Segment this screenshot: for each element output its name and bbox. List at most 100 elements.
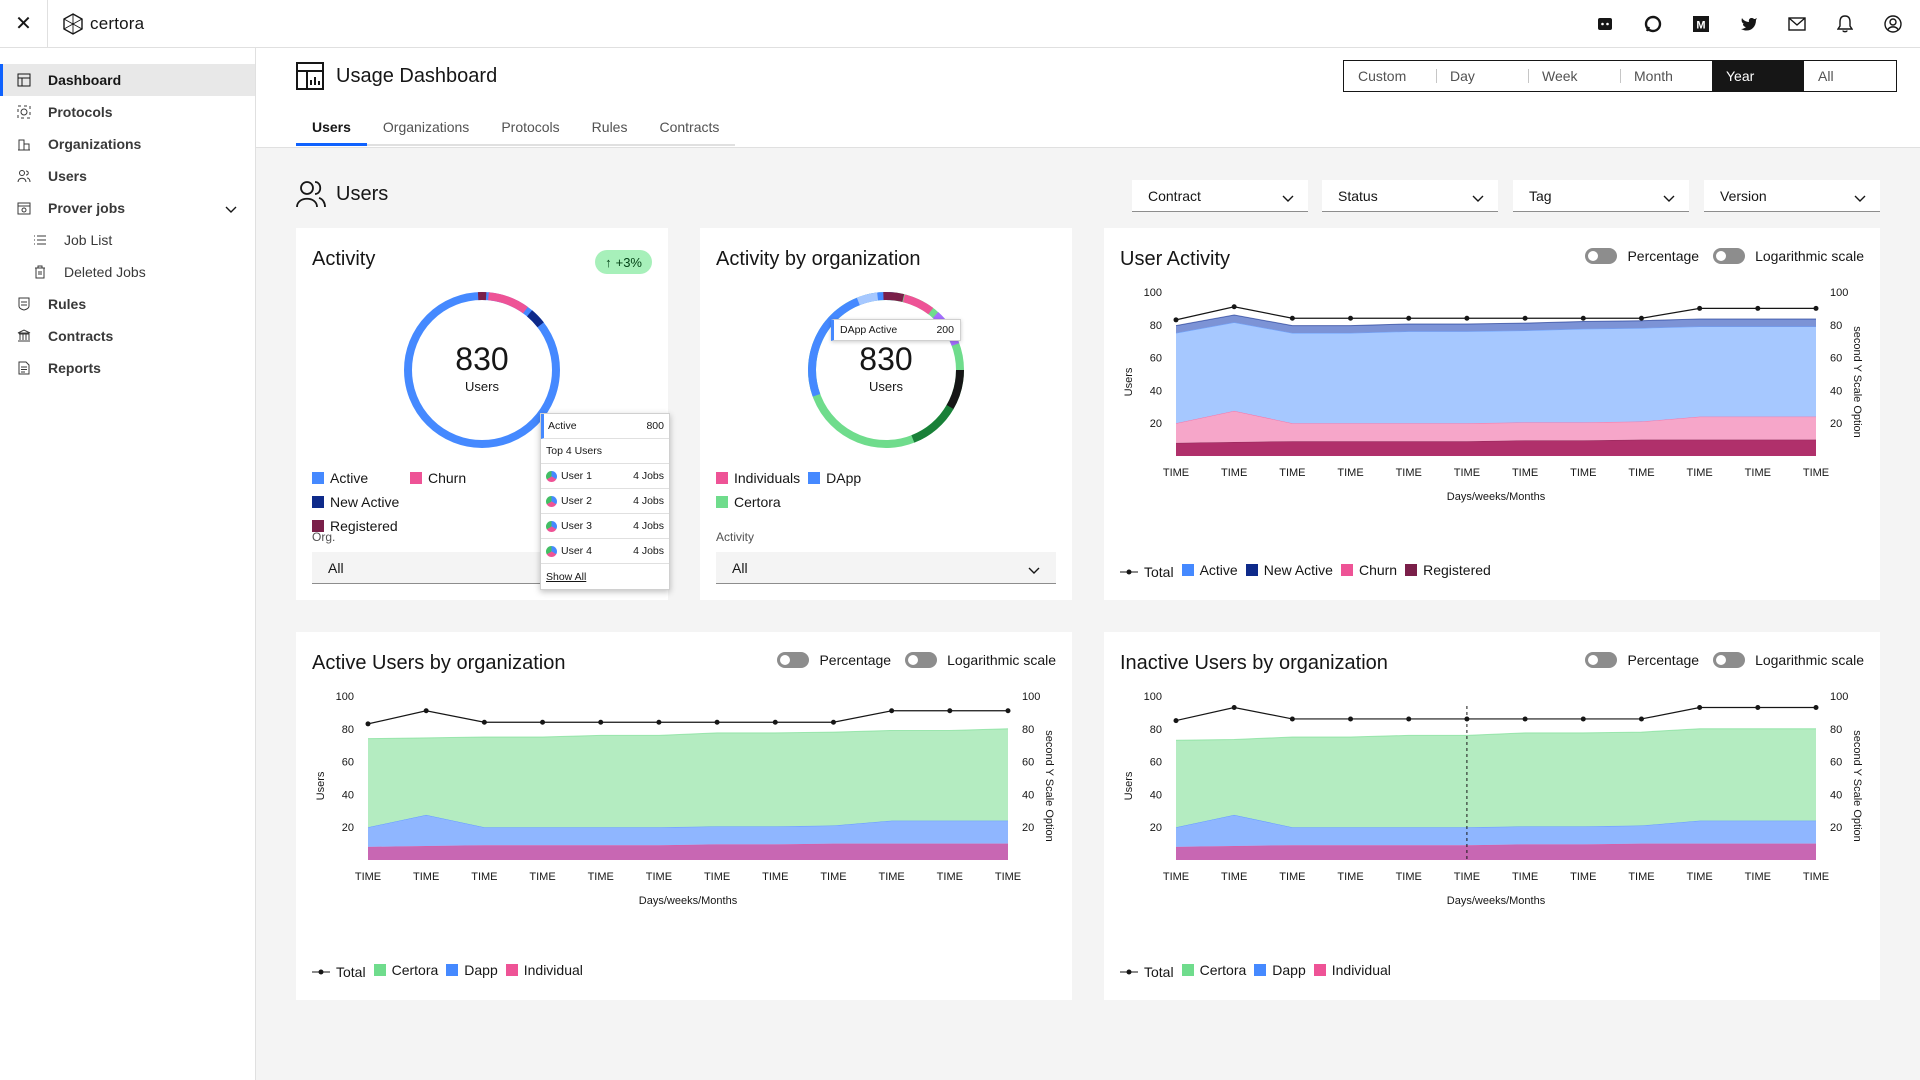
close-icon[interactable]: ✕ xyxy=(0,0,48,48)
range-all[interactable]: All xyxy=(1818,68,1834,84)
user-avatar-icon[interactable] xyxy=(1880,11,1906,37)
percentage-toggle[interactable]: Percentage xyxy=(1585,652,1699,668)
logo[interactable]: certora xyxy=(62,12,144,35)
contract-filter[interactable]: Contract xyxy=(1132,180,1308,212)
toggle-switch[interactable] xyxy=(905,652,938,668)
tag-filter[interactable]: Tag xyxy=(1513,180,1689,212)
total-point xyxy=(947,708,953,714)
tab-users[interactable]: Users xyxy=(296,110,367,146)
legend-label: Total xyxy=(336,964,366,980)
trash-icon xyxy=(32,264,48,280)
popup-user-row[interactable]: User 3 4 Jobs xyxy=(541,514,669,539)
y-tick-label: 20 xyxy=(342,822,354,834)
sidebar-item-deleted-jobs[interactable]: Deleted Jobs xyxy=(0,256,255,288)
popup-user-row[interactable]: User 1 4 Jobs xyxy=(541,464,669,489)
sidebar-item-reports[interactable]: Reports xyxy=(0,352,255,384)
donut-black-arc xyxy=(808,292,964,448)
sidebar-item-job-list[interactable]: Job List xyxy=(0,224,255,256)
activity-label: Activity xyxy=(716,530,755,544)
chevron-down-icon xyxy=(1472,190,1484,206)
area-active xyxy=(1176,322,1816,424)
toggle-switch[interactable] xyxy=(1585,652,1618,668)
total-point xyxy=(1755,704,1761,710)
bell-icon[interactable] xyxy=(1832,11,1858,37)
dapp-active-tooltip: DApp Active 200 xyxy=(831,319,961,341)
log-scale-toggle[interactable]: Logarithmic scale xyxy=(905,652,1056,668)
sidebar-item-users[interactable]: Users xyxy=(0,160,255,192)
organizations-icon xyxy=(16,136,32,152)
tab-protocols[interactable]: Protocols xyxy=(501,119,560,135)
tab-contracts[interactable]: Contracts xyxy=(659,119,720,135)
x-tick-label: TIME xyxy=(995,871,1021,883)
medium-icon[interactable]: M xyxy=(1688,11,1714,37)
toggle-switch[interactable] xyxy=(1713,652,1746,668)
toggle-switch[interactable] xyxy=(777,652,810,668)
user-avatar-icon xyxy=(546,470,557,482)
show-all-link[interactable]: Show All xyxy=(546,570,587,583)
mail-icon[interactable] xyxy=(1784,11,1810,37)
total-point xyxy=(1231,304,1237,310)
sidebar-item-label: Deleted Jobs xyxy=(64,264,146,280)
range-year[interactable]: Year xyxy=(1712,61,1804,91)
sidebar-item-label: Contracts xyxy=(48,328,114,344)
inactive-users-org-legend: Total Certora Dapp Individual xyxy=(1120,958,1399,984)
sidebar-item-rules[interactable]: Rules xyxy=(0,288,255,320)
sidebar-item-label: Users xyxy=(48,168,87,184)
sidebar-item-protocols[interactable]: Protocols xyxy=(0,96,255,128)
twitter-icon[interactable] xyxy=(1736,11,1762,37)
range-month[interactable]: Month xyxy=(1620,61,1712,91)
percentage-toggle[interactable]: Percentage xyxy=(1585,248,1699,264)
range-day[interactable]: Day xyxy=(1436,61,1528,91)
x-tick-label: TIME xyxy=(762,871,788,883)
section-title: Users xyxy=(296,180,388,208)
legend-label: Individuals xyxy=(734,470,801,486)
popup-user-row[interactable]: User 4 4 Jobs xyxy=(541,539,669,564)
activity-select[interactable]: All xyxy=(716,552,1056,584)
x-tick-label: TIME xyxy=(1221,467,1247,479)
x-tick-label: TIME xyxy=(820,871,846,883)
tab-organizations[interactable]: Organizations xyxy=(382,119,470,135)
y2-tick-label: 80 xyxy=(1022,724,1034,736)
total-point xyxy=(423,708,429,714)
tab-rules[interactable]: Rules xyxy=(591,119,628,135)
toggle-label: Percentage xyxy=(1627,248,1700,264)
sidebar-item-prover-jobs[interactable]: Prover jobs xyxy=(0,192,255,224)
status-filter[interactable]: Status xyxy=(1322,180,1498,212)
range-week[interactable]: Week xyxy=(1528,61,1620,91)
chat-icon[interactable] xyxy=(1640,11,1666,37)
total-point xyxy=(1231,704,1237,710)
toggle-switch[interactable] xyxy=(1713,248,1746,264)
sidebar-item-organizations[interactable]: Organizations xyxy=(0,128,255,160)
donut-green-dark-arc xyxy=(808,292,964,448)
version-filter[interactable]: Version xyxy=(1704,180,1880,212)
discord-icon[interactable] xyxy=(1592,11,1618,37)
total-point xyxy=(1348,716,1354,722)
total-point xyxy=(1697,704,1703,710)
x-axis-title: Days/weeks/Months xyxy=(1447,491,1546,503)
sidebar-item-dashboard[interactable]: Dashboard xyxy=(0,64,255,96)
y-tick-label: 80 xyxy=(1150,320,1162,332)
sidebar-item-contracts[interactable]: Contracts xyxy=(0,320,255,352)
toggle-switch[interactable] xyxy=(1585,248,1618,264)
x-tick-label: TIME xyxy=(937,871,963,883)
page-title: Usage Dashboard xyxy=(296,62,497,90)
tooltip-label: DApp Active xyxy=(840,324,898,336)
chevron-down-icon[interactable] xyxy=(225,201,237,217)
popup-label: Active xyxy=(548,420,577,432)
total-point xyxy=(1522,315,1528,321)
total-point xyxy=(540,719,546,725)
x-tick-label: TIME xyxy=(471,871,497,883)
y2-tick-label: 100 xyxy=(1022,691,1040,703)
select-value: All xyxy=(328,559,344,576)
range-custom[interactable]: Custom xyxy=(1358,68,1407,84)
legend-label: Total xyxy=(1144,964,1174,980)
legend-individuals: Individuals xyxy=(716,466,800,490)
percentage-toggle[interactable]: Percentage xyxy=(777,652,891,668)
x-tick-label: TIME xyxy=(1279,871,1305,883)
log-scale-toggle[interactable]: Logarithmic scale xyxy=(1713,248,1864,264)
log-scale-toggle[interactable]: Logarithmic scale xyxy=(1713,652,1864,668)
popup-user-row[interactable]: User 2 4 Jobs xyxy=(541,489,669,514)
x-tick-label: TIME xyxy=(1628,467,1654,479)
legend-registered: Registered xyxy=(312,514,398,538)
y2-axis-title: second Y Scale Option xyxy=(1851,326,1863,438)
